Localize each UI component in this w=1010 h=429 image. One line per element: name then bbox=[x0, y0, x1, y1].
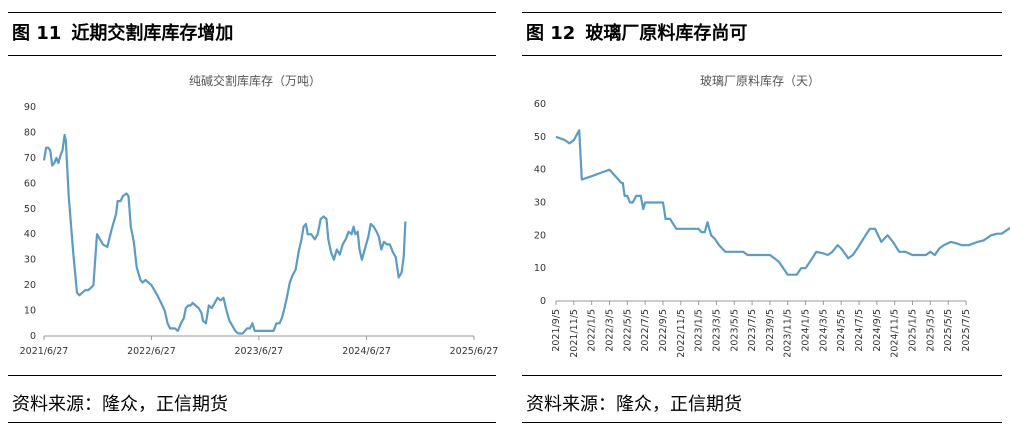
x-tick-label: 2024/7/5 bbox=[854, 309, 865, 352]
y-tick-label: 10 bbox=[24, 306, 36, 317]
y-tick-label: 50 bbox=[534, 132, 546, 143]
y-tick-label: 80 bbox=[24, 127, 36, 138]
soda-ash-inventory-chart: 纯碱交割库库存（万吨） 0 10 20 30 40 50 60 70 80 90 2021/6/27 2… bbox=[20, 73, 499, 357]
x-tick-label: 2023/1/5 bbox=[694, 309, 705, 352]
x-tick-label: 2023/3/5 bbox=[711, 309, 722, 352]
x-tick-label: 2023/11/5 bbox=[783, 309, 794, 358]
x-tick-label: 2022/1/5 bbox=[587, 309, 598, 352]
y-tick-label: 50 bbox=[24, 204, 36, 215]
x-tick-label: 2023/5/5 bbox=[729, 309, 740, 352]
figure-number: 图 11 bbox=[12, 23, 62, 44]
y-tick-label: 90 bbox=[24, 102, 36, 113]
y-tick-label: 30 bbox=[24, 255, 36, 266]
bottom-rule bbox=[522, 375, 1002, 376]
x-tick-label: 2025/7/5 bbox=[961, 309, 972, 352]
y-tick-label: 20 bbox=[534, 230, 546, 241]
x-tick-label: 2023/9/5 bbox=[765, 309, 776, 352]
x-tick-label: 2022/11/5 bbox=[676, 309, 687, 358]
x-tick-label: 2024/5/5 bbox=[836, 309, 847, 352]
footer-rule bbox=[8, 422, 496, 423]
y-tick-label: 10 bbox=[534, 263, 546, 274]
x-tick-label: 2023/6/27 bbox=[234, 346, 283, 357]
title-rule bbox=[522, 55, 1002, 56]
glass-raw-inventory-chart: 玻璃厂原料库存（天） 0 10 20 30 40 50 60 2021/9/5 2021/11/5… bbox=[534, 73, 1010, 358]
x-tick-label: 2025/3/5 bbox=[925, 309, 936, 352]
y-tick-label: 70 bbox=[24, 153, 36, 164]
x-tick-label: 2025/1/5 bbox=[908, 309, 919, 352]
x-tick-label: 2024/1/5 bbox=[801, 309, 812, 352]
x-tick-label: 2023/7/5 bbox=[747, 309, 758, 352]
source-note: 资料来源：隆众，正信期货 bbox=[12, 394, 228, 415]
x-tick-label: 2021/11/5 bbox=[569, 309, 580, 358]
figure-title: 图 11 近期交割库库存增加 bbox=[12, 19, 233, 45]
y-tick-label: 0 bbox=[540, 296, 546, 307]
y-tick-label: 0 bbox=[30, 331, 36, 342]
inventory-series-line bbox=[42, 133, 407, 335]
x-tick-label: 2025/5/5 bbox=[943, 309, 954, 352]
y-tick-label: 40 bbox=[534, 165, 546, 176]
x-tick-label: 2022/6/27 bbox=[127, 346, 176, 357]
y-tick-label: 30 bbox=[534, 198, 546, 209]
x-tick-label: 2024/3/5 bbox=[818, 309, 829, 352]
source-note: 资料来源：隆众，正信期货 bbox=[526, 394, 742, 415]
top-rule bbox=[522, 12, 1002, 13]
x-tick-label: 2024/11/5 bbox=[890, 309, 901, 358]
x-tick-label: 2022/3/5 bbox=[604, 309, 615, 352]
footer-rule bbox=[522, 422, 1002, 423]
x-tick-label: 2022/9/5 bbox=[658, 309, 669, 352]
figure-caption: 近期交割库库存增加 bbox=[71, 23, 234, 44]
figure-12-panel: 图 12 玻璃厂原料库存尚可 玻璃厂原料库存（天） 0 10 20 30 40 50 60 202… bbox=[522, 0, 1010, 429]
y-tick-label: 20 bbox=[24, 280, 36, 291]
x-tick-label: 2021/6/27 bbox=[20, 346, 69, 357]
figure-number: 图 12 bbox=[526, 23, 576, 44]
x-tick-label: 2025/6/27 bbox=[450, 346, 499, 357]
y-tick-label: 40 bbox=[24, 229, 36, 240]
top-rule bbox=[8, 12, 496, 13]
title-rule bbox=[8, 55, 496, 56]
x-tick-label: 2024/9/5 bbox=[872, 309, 883, 352]
x-tick-label: 2022/7/5 bbox=[640, 309, 651, 352]
x-tick-label: 2021/9/5 bbox=[551, 309, 562, 352]
figure-title: 图 12 玻璃厂原料库存尚可 bbox=[526, 19, 747, 45]
chart-title: 纯碱交割库库存（万吨） bbox=[189, 73, 321, 88]
inventory-series-line bbox=[555, 129, 1010, 276]
figure-caption: 玻璃厂原料库存尚可 bbox=[585, 23, 748, 44]
x-tick-label: 2024/6/27 bbox=[342, 346, 391, 357]
bottom-rule bbox=[8, 375, 496, 376]
figure-11-panel: 图 11 近期交割库库存增加 纯碱交割库库存（万吨） 0 10 20 30 40 50 60 70… bbox=[8, 0, 499, 429]
x-tick-label: 2022/5/5 bbox=[622, 309, 633, 352]
y-tick-label: 60 bbox=[24, 178, 36, 189]
chart-title: 玻璃厂原料库存（天） bbox=[700, 73, 820, 88]
y-tick-label: 60 bbox=[534, 99, 546, 110]
